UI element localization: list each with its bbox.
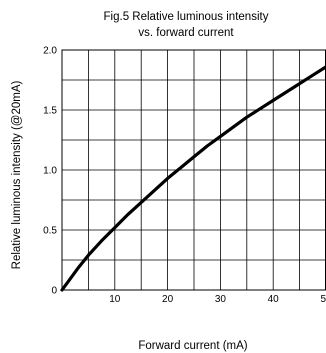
y-tick-label-0.5: 0.5 <box>43 226 57 237</box>
y-tick-label-1.0: 1.0 <box>43 166 57 177</box>
grid-lines <box>62 50 326 290</box>
x-tick-label-40: 40 <box>268 294 280 305</box>
chart-title-line-1: Fig.5 Relative luminous intensity <box>104 11 269 23</box>
y-tick-label-1.5: 1.5 <box>43 106 57 117</box>
series-line-intensity <box>60 65 326 292</box>
y-axis-ticks: 0 0.5 1.0 1.5 2.0 <box>43 46 57 297</box>
chart-title-line-2: vs. forward current <box>138 27 234 39</box>
x-axis-ticks: 10 20 30 40 50 <box>109 294 326 305</box>
y-tick-label-2.0: 2.0 <box>43 46 57 57</box>
x-tick-label-30: 30 <box>215 294 227 305</box>
x-tick-label-50: 50 <box>320 294 326 305</box>
y-tick-label-0: 0 <box>51 286 57 297</box>
x-axis-label: Forward current (mA) <box>138 340 247 352</box>
y-axis-label: Relative luminous intensity (@20mA) <box>11 80 23 269</box>
x-tick-label-20: 20 <box>162 294 174 305</box>
x-tick-label-10: 10 <box>109 294 121 305</box>
